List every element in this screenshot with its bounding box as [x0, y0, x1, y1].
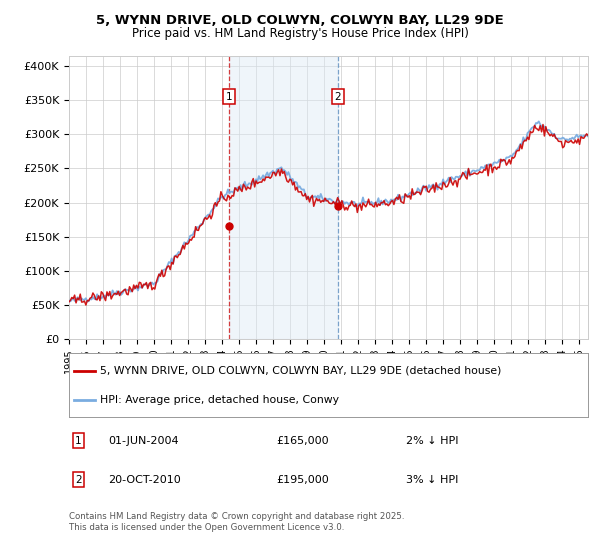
- Text: HPI: Average price, detached house, Conwy: HPI: Average price, detached house, Conw…: [100, 395, 339, 405]
- Text: 2: 2: [335, 92, 341, 102]
- Text: 2% ↓ HPI: 2% ↓ HPI: [406, 436, 459, 446]
- Text: 2: 2: [75, 475, 82, 484]
- Text: Contains HM Land Registry data © Crown copyright and database right 2025.
This d: Contains HM Land Registry data © Crown c…: [69, 512, 404, 532]
- Text: 1: 1: [226, 92, 233, 102]
- Text: 5, WYNN DRIVE, OLD COLWYN, COLWYN BAY, LL29 9DE: 5, WYNN DRIVE, OLD COLWYN, COLWYN BAY, L…: [96, 14, 504, 27]
- Text: 20-OCT-2010: 20-OCT-2010: [108, 475, 181, 484]
- Text: 1: 1: [75, 436, 82, 446]
- Text: Price paid vs. HM Land Registry's House Price Index (HPI): Price paid vs. HM Land Registry's House …: [131, 27, 469, 40]
- Text: £195,000: £195,000: [277, 475, 329, 484]
- Text: £165,000: £165,000: [277, 436, 329, 446]
- Text: 5, WYNN DRIVE, OLD COLWYN, COLWYN BAY, LL29 9DE (detached house): 5, WYNN DRIVE, OLD COLWYN, COLWYN BAY, L…: [100, 366, 502, 376]
- Text: 01-JUN-2004: 01-JUN-2004: [108, 436, 179, 446]
- Bar: [229, 56, 338, 339]
- Text: 3% ↓ HPI: 3% ↓ HPI: [406, 475, 459, 484]
